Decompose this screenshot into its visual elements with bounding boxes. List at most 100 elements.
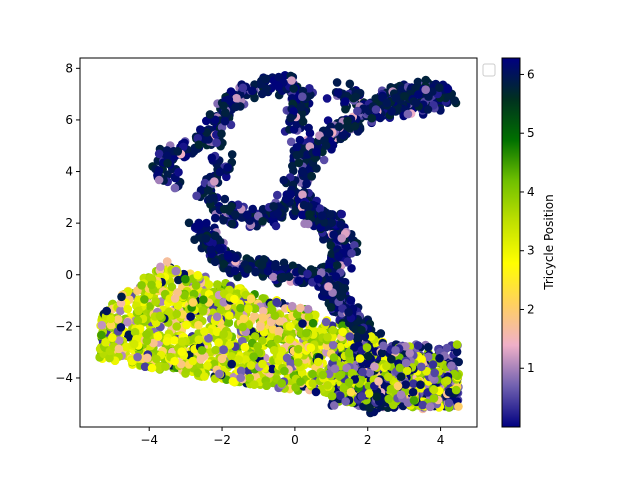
scatter-point	[248, 86, 257, 96]
scatter-point	[231, 253, 240, 263]
scatter-point	[189, 289, 199, 299]
scatter-point	[130, 327, 140, 337]
scatter-point	[193, 368, 203, 378]
scatter-point	[204, 135, 213, 144]
scatter-point	[454, 357, 464, 367]
scatter-point	[172, 322, 181, 331]
scatter-point	[292, 150, 302, 160]
scatter-point	[442, 343, 452, 353]
scatter-point	[221, 108, 230, 117]
scatter-point	[192, 191, 201, 201]
scatter-point	[234, 355, 243, 364]
scatter-point	[133, 352, 142, 362]
scatter-point	[105, 353, 114, 363]
scatter-point	[305, 84, 314, 93]
scatter-point	[315, 204, 325, 213]
scatter-point	[409, 379, 418, 389]
scatter-point	[279, 258, 289, 268]
scatter-point	[334, 251, 343, 261]
scatter-point	[304, 312, 314, 322]
scatter-point	[413, 77, 423, 87]
scatter-point	[212, 312, 222, 322]
scatter-point	[418, 400, 428, 410]
scatter-point	[454, 402, 463, 411]
scatter-point	[228, 377, 238, 386]
scatter-point	[401, 380, 411, 389]
scatter-point	[352, 333, 362, 343]
scatter-point	[97, 320, 107, 330]
scatter-point	[196, 125, 205, 134]
scatter-point	[330, 401, 339, 410]
scatter-point	[421, 75, 431, 85]
scatter-point	[328, 340, 338, 350]
scatter-point	[340, 97, 350, 106]
scatter-point	[102, 306, 111, 316]
scatter-point	[452, 340, 462, 349]
scatter-point	[267, 305, 277, 315]
scatter-point	[154, 361, 164, 371]
scatter-point	[204, 280, 214, 289]
scatter-point	[258, 306, 268, 316]
scatter-point	[266, 317, 276, 327]
scatter-point	[305, 165, 314, 174]
scatter-point	[257, 260, 267, 270]
scatter-point	[326, 303, 336, 312]
scatter-point	[291, 383, 300, 392]
scatter-point	[240, 342, 250, 352]
scatter-point	[145, 302, 154, 311]
scatter-point	[413, 341, 423, 350]
scatter-point	[285, 335, 295, 344]
scatter-point	[230, 210, 240, 219]
scatter-point	[152, 354, 161, 364]
scatter-point	[273, 190, 282, 200]
scatter-point	[342, 363, 352, 373]
scatter-point	[421, 85, 431, 94]
scatter-point	[184, 218, 194, 228]
scatter-point	[224, 318, 234, 327]
scatter-point	[296, 377, 305, 387]
scatter-point	[239, 314, 249, 324]
scatter-point	[246, 294, 256, 304]
scatter-point	[205, 110, 215, 119]
scatter-point	[343, 257, 352, 266]
scatter-point	[199, 295, 208, 305]
scatter-point	[200, 372, 209, 381]
scatter-point	[251, 267, 260, 277]
scatter-point	[274, 326, 284, 336]
scatter-point	[305, 209, 314, 219]
scatter-point	[297, 102, 306, 112]
scatter-point	[284, 272, 294, 282]
scatter-point	[210, 257, 220, 267]
scatter-point	[365, 368, 375, 378]
scatter-point	[123, 304, 132, 314]
scatter-point	[332, 261, 342, 270]
scatter-point	[444, 387, 454, 397]
scatter-point	[227, 150, 237, 159]
scatter-point	[236, 366, 246, 376]
scatter-point	[319, 155, 329, 165]
scatter-point	[372, 392, 382, 402]
scatter-point	[170, 336, 179, 345]
scatter-point	[269, 346, 279, 355]
scatter-point	[273, 209, 282, 218]
scatter-point	[450, 96, 460, 105]
scatter-point	[386, 384, 396, 394]
scatter-point	[286, 190, 295, 199]
scatter-point	[216, 305, 226, 315]
scatter-point	[202, 218, 211, 228]
scatter-point	[212, 327, 222, 337]
scatter-point	[167, 282, 177, 292]
scatter-point	[204, 334, 213, 343]
scatter-point	[154, 175, 164, 185]
scatter-point	[173, 147, 183, 156]
scatter-point	[345, 79, 355, 89]
scatter-point	[332, 78, 342, 87]
scatter-point	[116, 298, 126, 308]
scatter-point	[210, 115, 220, 125]
scatter-point	[286, 113, 295, 123]
scatter-point	[405, 349, 415, 358]
scatter-point	[350, 121, 360, 131]
scatter-point	[180, 291, 189, 300]
scatter-point	[353, 106, 362, 116]
